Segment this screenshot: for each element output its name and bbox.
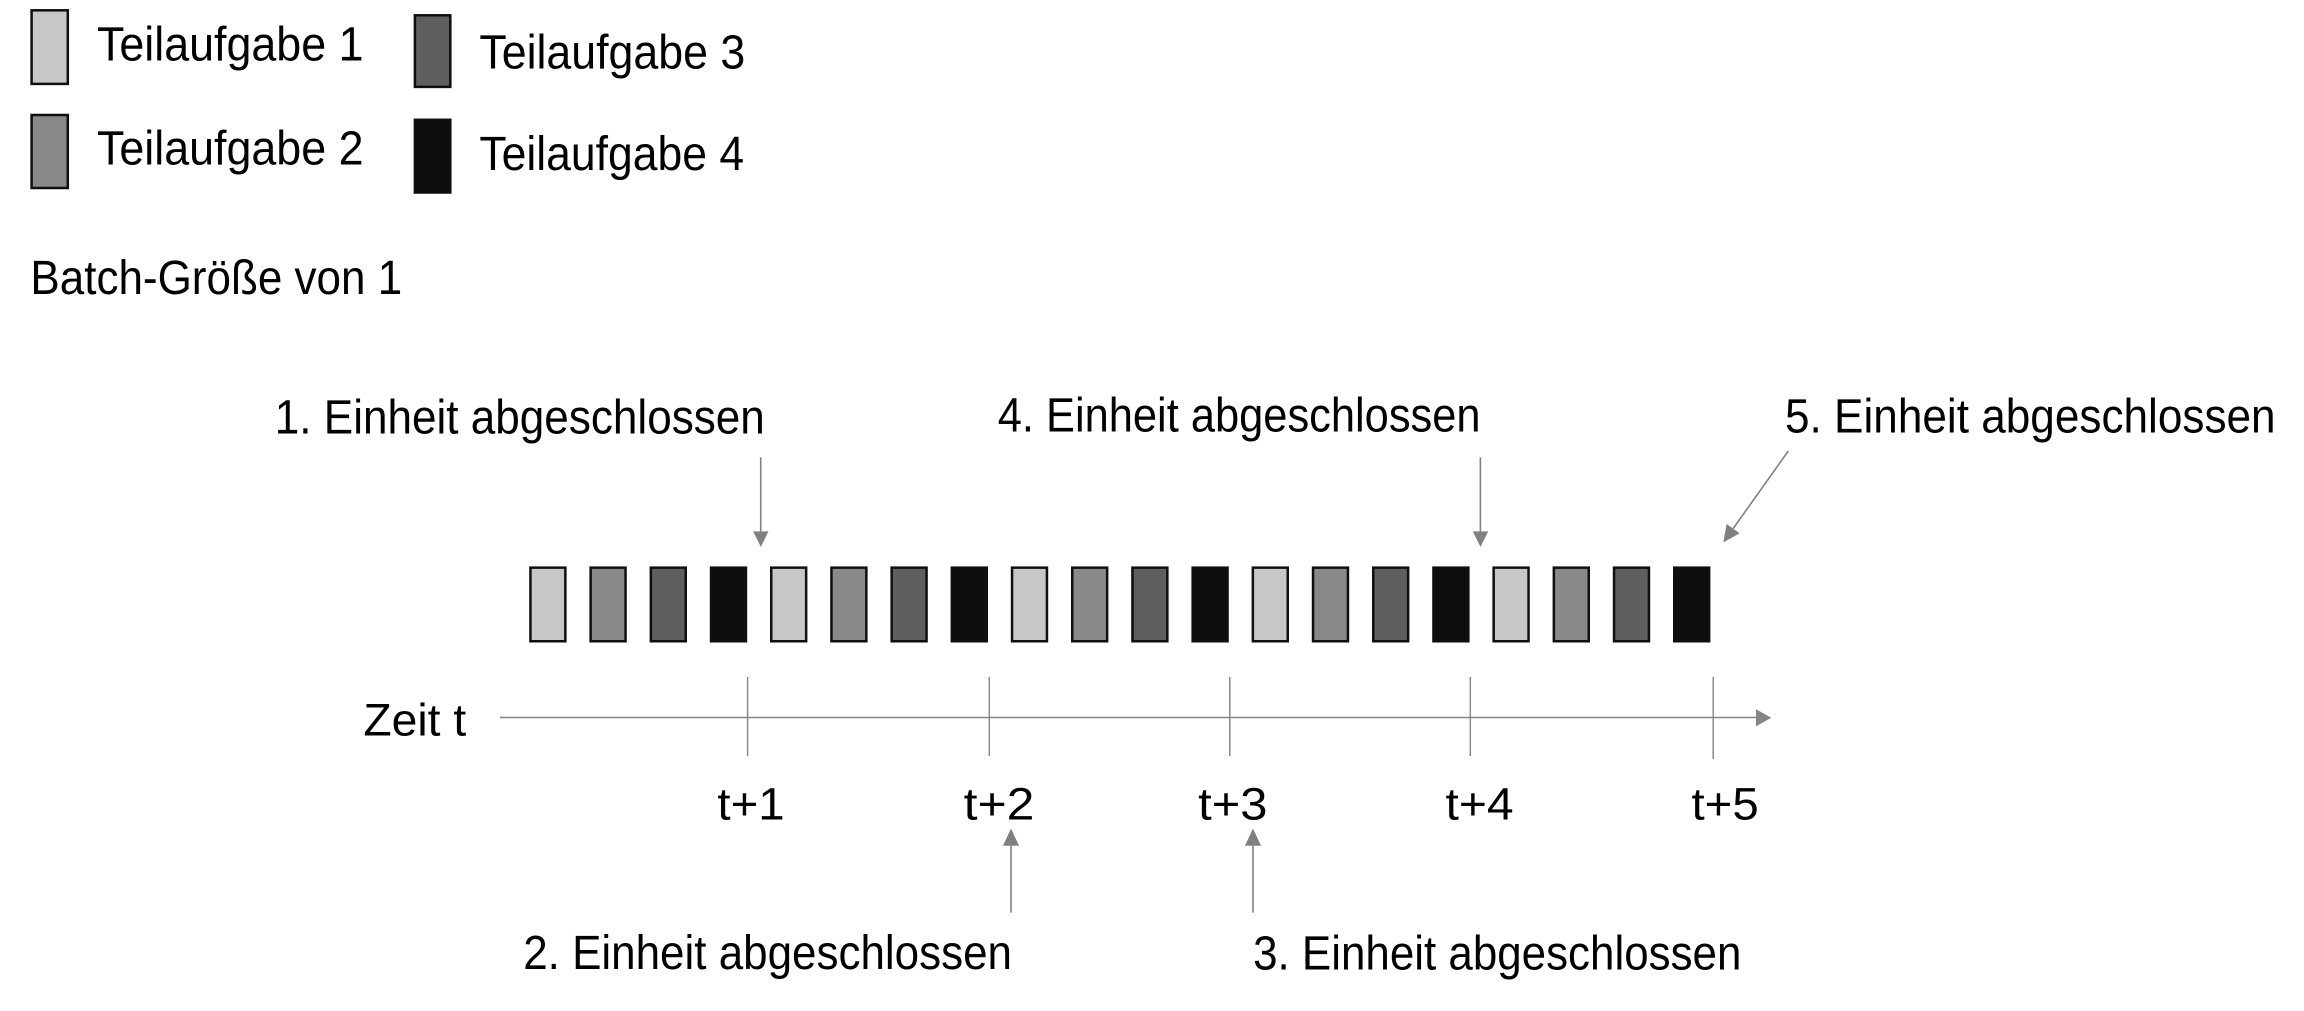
svg-text:Teilaufgabe 1: Teilaufgabe 1 — [97, 18, 364, 72]
svg-text:Zeit t: Zeit t — [363, 695, 466, 746]
svg-text:Teilaufgabe 4: Teilaufgabe 4 — [479, 127, 744, 181]
svg-text:t+3: t+3 — [1198, 779, 1267, 830]
svg-text:1. Einheit abgeschlossen: 1. Einheit abgeschlossen — [275, 391, 765, 445]
svg-text:4. Einheit abgeschlossen: 4. Einheit abgeschlossen — [998, 389, 1481, 443]
svg-text:3. Einheit abgeschlossen: 3. Einheit abgeschlossen — [1253, 927, 1741, 981]
svg-text:2. Einheit abgeschlossen: 2. Einheit abgeschlossen — [523, 926, 1012, 980]
svg-text:t+5: t+5 — [1692, 779, 1759, 830]
svg-text:t+4: t+4 — [1446, 779, 1514, 830]
svg-text:5. Einheit abgeschlossen: 5. Einheit abgeschlossen — [1785, 390, 2276, 444]
svg-text:t+2: t+2 — [964, 779, 1035, 830]
svg-text:Teilaufgabe 2: Teilaufgabe 2 — [97, 121, 364, 175]
svg-text:Teilaufgabe 3: Teilaufgabe 3 — [479, 26, 745, 80]
svg-text:Batch-Größe von 1: Batch-Größe von 1 — [30, 251, 402, 305]
svg-text:t+1: t+1 — [717, 779, 784, 830]
